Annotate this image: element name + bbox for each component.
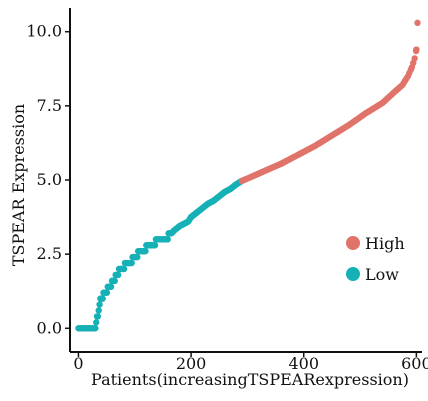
x-tick-label: 200 xyxy=(176,354,207,373)
low-point xyxy=(103,289,111,296)
low-point xyxy=(114,271,122,279)
low-point xyxy=(107,283,115,290)
y-tick-label: 7.5 xyxy=(37,96,62,115)
low-point xyxy=(128,259,135,267)
y-ticks: 0.0 2.5 5.0 7.5 10.0 xyxy=(26,22,70,337)
low-point xyxy=(99,295,106,302)
y-tick-label: 5.0 xyxy=(37,170,62,189)
legend-high-label: High xyxy=(365,234,405,253)
low-point xyxy=(92,319,100,326)
y-tick-label: 0.0 xyxy=(37,318,62,337)
x-axis-title: Patients(increasingTSPEARexpression) xyxy=(91,370,409,389)
legend-high-swatch xyxy=(346,236,360,250)
low-point xyxy=(94,313,102,320)
low-point xyxy=(142,247,149,255)
x-tick-label: 0 xyxy=(73,354,83,373)
low-point xyxy=(120,265,128,273)
low-point xyxy=(96,301,103,308)
low-point xyxy=(164,236,171,243)
low-point xyxy=(95,307,102,314)
high-point xyxy=(411,55,418,62)
x-ticks: 0 200 400 600 xyxy=(73,352,428,373)
legend: High Low xyxy=(346,234,405,284)
low-point xyxy=(111,277,118,285)
low-point xyxy=(92,325,99,332)
y-tick-label: 2.5 xyxy=(37,244,62,263)
high-point xyxy=(414,19,421,27)
x-tick-label: 400 xyxy=(288,354,319,373)
low-point xyxy=(151,242,159,249)
legend-low-label: Low xyxy=(365,265,399,284)
y-tick-label: 10.0 xyxy=(26,22,62,41)
high-point xyxy=(413,46,420,53)
low-point xyxy=(134,253,141,261)
x-tick-label: 600 xyxy=(401,354,428,373)
legend-low-swatch xyxy=(346,267,360,281)
points-layer xyxy=(75,19,421,332)
y-axis-title: TSPEAR Expression xyxy=(9,104,28,266)
